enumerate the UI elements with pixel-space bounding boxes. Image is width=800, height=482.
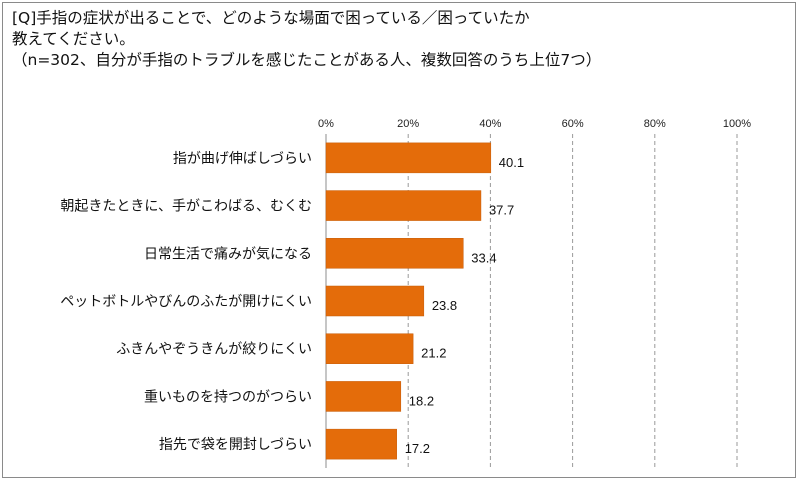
bar-1 xyxy=(325,142,492,174)
bar-2 xyxy=(325,190,482,221)
category-label-2: 朝起きたときに、手がこわばる、むくむ xyxy=(60,199,312,215)
value-label-3: 33.4 xyxy=(471,250,496,265)
tick-label-0: 0% xyxy=(318,118,334,130)
value-label-4: 23.8 xyxy=(432,298,457,313)
category-label-1: 指が曲げ伸ばしづらい xyxy=(173,151,312,167)
question-line-1: [Q]手指の症状が出ることで、どのような場面で困っている／困っていたか xyxy=(12,9,530,27)
tick-label-20: 20% xyxy=(397,118,419,130)
value-label-6: 18.2 xyxy=(409,393,434,408)
category-label-4: ペットボトルやびんのふたが開けにくい xyxy=(60,294,312,310)
bar-4 xyxy=(325,285,425,317)
tick-label-80: 80% xyxy=(644,118,666,130)
value-label-1: 40.1 xyxy=(499,155,524,170)
category-label-3: 日常生活で痛みが気になる xyxy=(144,245,312,262)
tick-label-40: 40% xyxy=(479,118,501,130)
bar-6 xyxy=(325,381,402,412)
question-line-2: 教えてください。 xyxy=(12,30,135,48)
bar-5 xyxy=(325,333,414,364)
value-label-5: 21.2 xyxy=(421,346,446,361)
category-label-5: ふきんやぞうきんが絞りにくい xyxy=(116,342,312,358)
tick-label-60: 60% xyxy=(562,118,584,130)
value-label-2: 37.7 xyxy=(489,203,514,218)
category-label-7: 指先で袋を開封しづらい xyxy=(159,437,312,453)
value-label-7: 17.2 xyxy=(405,441,430,456)
tick-label-100: 100% xyxy=(723,118,751,130)
question-line-3: （n=302、自分が手指のトラブルを感じたことがある人、複数回答のうち上位7つ） xyxy=(12,51,602,69)
bar-3 xyxy=(325,238,464,269)
category-label-6: 重いものを持つのがつらい xyxy=(144,389,312,405)
question-text: [Q]手指の症状が出ることで、どのような場面で困っている／困っていたか 教えてく… xyxy=(12,8,601,71)
bar-7 xyxy=(325,428,397,460)
